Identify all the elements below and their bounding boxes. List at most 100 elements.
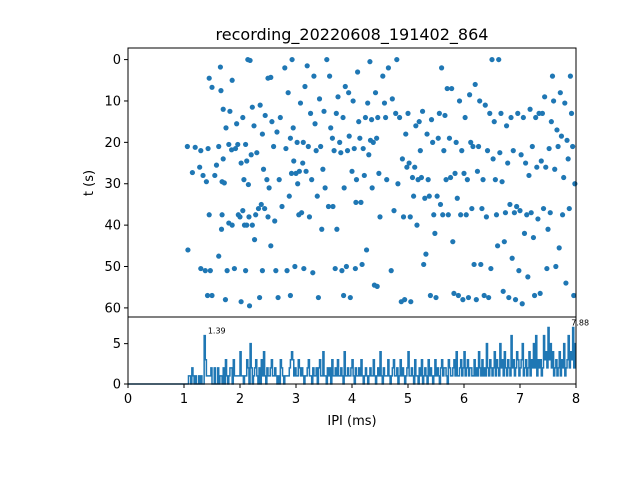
raster-point (436, 110, 442, 116)
raster-point (282, 65, 288, 71)
raster-point (185, 247, 191, 253)
raster-point (443, 177, 449, 183)
raster-point (475, 143, 482, 150)
raster-point (258, 201, 264, 208)
raster-y-tick-label: 30 (104, 177, 121, 192)
raster-point (434, 193, 440, 199)
raster-y-tick-label: 0 (113, 53, 121, 68)
raster-point (400, 214, 407, 220)
raster-point (238, 299, 244, 305)
raster-y-tick-label: 10 (104, 94, 121, 109)
raster-point (269, 119, 275, 125)
raster-point (540, 205, 547, 212)
raster-point (490, 156, 496, 162)
raster-point (566, 205, 572, 212)
raster-point (200, 172, 206, 179)
raster-point (291, 158, 297, 164)
raster-point (500, 288, 506, 294)
raster-point (234, 121, 240, 127)
raster-point (251, 123, 257, 129)
raster-point (489, 56, 495, 63)
raster-point (543, 164, 549, 170)
raster-point (519, 301, 525, 307)
raster-point (306, 214, 313, 220)
raster-point (318, 143, 324, 150)
raster-point (530, 234, 537, 241)
raster-point (341, 292, 347, 299)
raster-point (477, 98, 483, 104)
raster-point (495, 243, 501, 249)
raster-point (325, 203, 332, 210)
raster-point (347, 294, 353, 301)
raster-point (335, 94, 341, 100)
raster-point (384, 177, 390, 183)
raster-point (244, 222, 250, 228)
raster-point (243, 268, 249, 274)
raster-point (357, 135, 363, 141)
raster-point (421, 261, 427, 268)
raster-point (265, 214, 271, 220)
raster-point (344, 148, 351, 154)
raster-point (484, 148, 491, 154)
raster-point (257, 102, 263, 108)
raster-point (207, 268, 213, 274)
raster-point (416, 119, 422, 125)
raster-point (544, 265, 550, 272)
raster-point (428, 117, 435, 123)
histogram-x-label: IPI (ms) (327, 414, 376, 429)
raster-point (458, 212, 464, 218)
raster-point (366, 152, 372, 158)
raster-point (216, 143, 222, 150)
raster-point (212, 172, 218, 179)
raster-point (290, 125, 296, 131)
raster-point (529, 143, 535, 150)
raster-point (229, 147, 235, 153)
raster-point (444, 85, 450, 92)
raster-point (498, 110, 504, 116)
raster-point (570, 143, 576, 150)
raster-point (262, 205, 268, 212)
raster-point (229, 222, 235, 228)
raster-point (463, 212, 469, 218)
raster-point (381, 100, 388, 106)
raster-point (562, 100, 568, 106)
raster-points (184, 56, 578, 309)
raster-point (464, 177, 470, 183)
raster-point (303, 168, 309, 174)
raster-point (220, 106, 226, 112)
raster-point (254, 150, 260, 156)
raster-point (204, 292, 211, 299)
raster-point (352, 265, 358, 272)
raster-point (549, 73, 556, 79)
raster-point (497, 150, 503, 156)
raster-point (480, 177, 486, 183)
raster-point (509, 255, 515, 261)
raster-point (350, 98, 356, 104)
raster-point (510, 148, 516, 154)
raster-point (524, 212, 530, 218)
raster-point (542, 94, 548, 100)
histogram-series (128, 326, 576, 385)
raster-point (563, 280, 569, 286)
raster-point (496, 56, 502, 63)
raster-point (314, 193, 320, 199)
raster-point (237, 214, 243, 220)
raster-point (334, 226, 340, 232)
histogram-x-tick-label: 4 (348, 392, 356, 407)
raster-point (286, 193, 292, 199)
raster-point (262, 112, 268, 119)
raster-point (341, 185, 347, 191)
raster-point (514, 203, 520, 210)
raster-point (571, 292, 577, 299)
raster-point (274, 129, 280, 135)
raster-point (307, 110, 314, 116)
raster-point (520, 114, 526, 121)
raster-point (277, 114, 283, 121)
raster-point (488, 265, 494, 272)
raster-point (268, 243, 274, 249)
raster-point (517, 208, 523, 214)
raster-point (353, 177, 360, 183)
raster-point (372, 90, 379, 96)
raster-point (299, 210, 305, 216)
raster-point (383, 114, 389, 121)
